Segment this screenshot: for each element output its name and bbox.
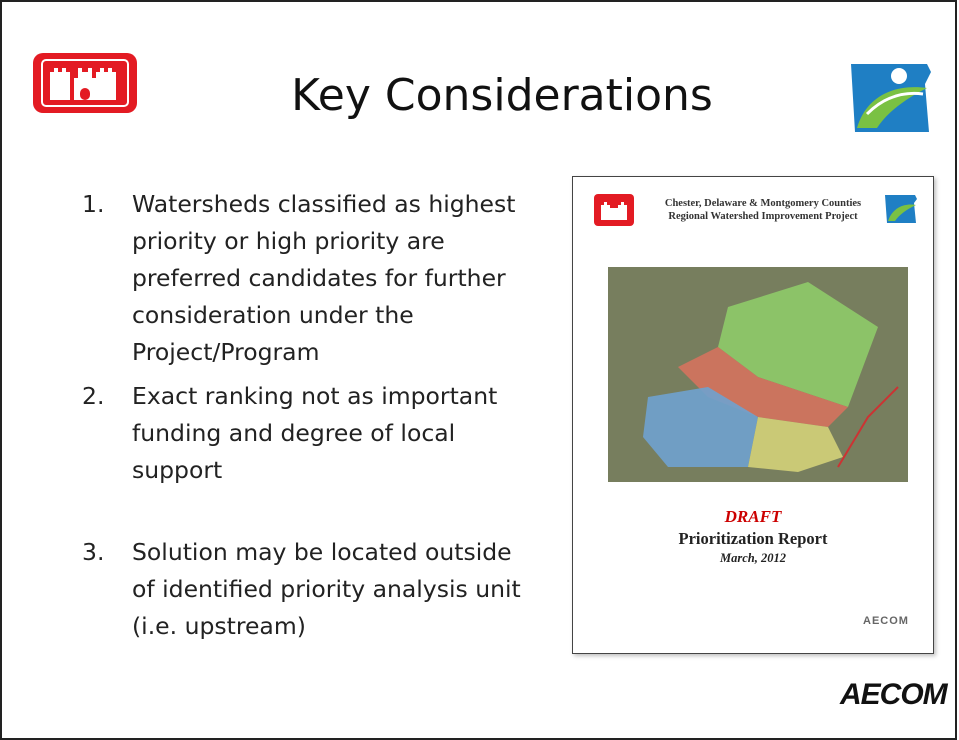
item-text: Exact ranking not as important funding a… <box>132 378 522 489</box>
slide-title: Key Considerations <box>182 70 822 121</box>
list-item: 1.Watersheds classified as highest prior… <box>82 186 522 371</box>
report-header-line: Chester, Delaware & Montgomery Counties <box>643 197 883 210</box>
pa-logo-small <box>883 191 919 225</box>
footer-logo: AECOM <box>840 678 947 712</box>
item-number: 3. <box>82 534 132 645</box>
slide: Key Considerations 1.Watersheds classifi… <box>0 0 957 740</box>
castle-logo <box>32 52 138 114</box>
item-text: Solution may be located outside of ident… <box>132 534 522 645</box>
report-logo: AECOM <box>863 615 909 627</box>
item-number: 1. <box>82 186 132 371</box>
pa-logo <box>847 54 933 136</box>
item-text: Watersheds classified as highest priorit… <box>132 186 522 371</box>
list-item: 2.Exact ranking not as important funding… <box>82 378 522 489</box>
list-item: 3.Solution may be located outside of ide… <box>82 534 522 645</box>
report-date: March, 2012 <box>573 551 933 566</box>
report-header-line: Regional Watershed Improvement Project <box>643 210 883 223</box>
castle-logo-small <box>593 193 635 227</box>
item-number: 2. <box>82 378 132 489</box>
page: {"header": {"title": "Key Considerations… <box>0 0 959 721</box>
report-status: DRAFT <box>573 507 933 527</box>
map-image <box>608 267 908 482</box>
report-title: Prioritization Report <box>573 529 933 549</box>
